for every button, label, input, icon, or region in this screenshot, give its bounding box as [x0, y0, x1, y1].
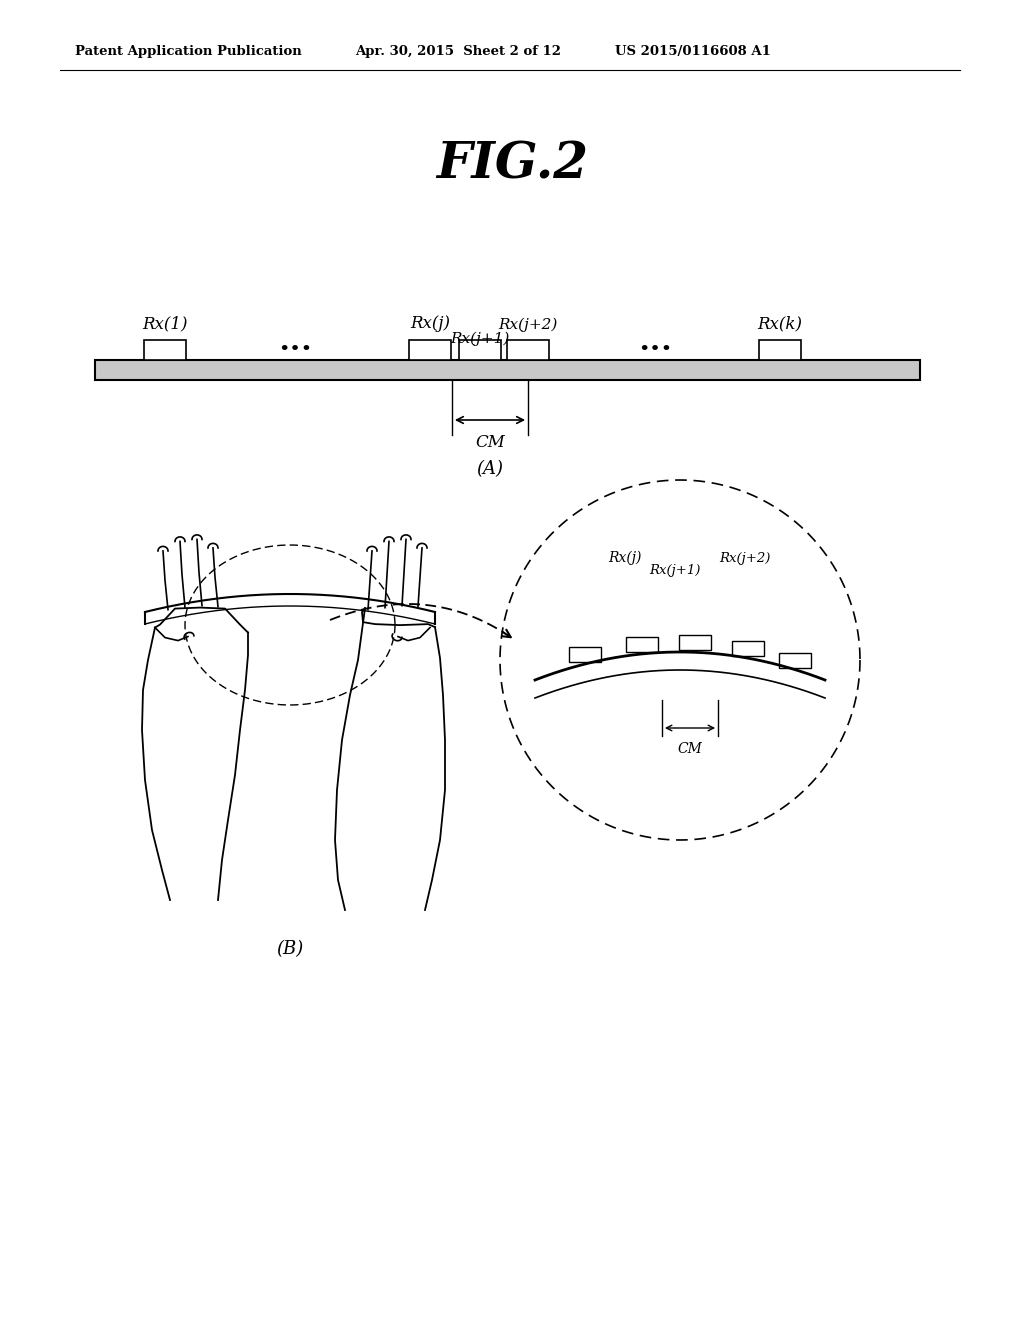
Text: Rx(j+1): Rx(j+1): [451, 331, 510, 346]
Bar: [507, 341, 549, 360]
Bar: [409, 341, 451, 360]
Bar: [626, 638, 658, 652]
Bar: [144, 341, 186, 360]
Bar: [569, 647, 601, 663]
Text: Rx(j+2): Rx(j+2): [499, 318, 558, 333]
Text: Rx(1): Rx(1): [142, 315, 187, 333]
Text: CM: CM: [678, 742, 702, 756]
Text: Rx(j+2): Rx(j+2): [719, 552, 771, 565]
Text: US 2015/0116608 A1: US 2015/0116608 A1: [615, 45, 771, 58]
Text: FIG.2: FIG.2: [436, 140, 588, 190]
Text: (A): (A): [476, 459, 504, 478]
Bar: [95, 360, 920, 380]
Text: (B): (B): [276, 940, 304, 958]
Bar: [459, 341, 501, 360]
Bar: [732, 642, 764, 656]
Bar: [779, 652, 811, 668]
Text: Rx(j): Rx(j): [608, 550, 642, 565]
Text: •••: •••: [638, 341, 672, 359]
Bar: [679, 635, 711, 651]
Text: Patent Application Publication: Patent Application Publication: [75, 45, 302, 58]
Text: CM: CM: [475, 434, 505, 451]
Text: •••: •••: [278, 341, 312, 359]
Bar: [759, 341, 801, 360]
Text: Rx(j+1): Rx(j+1): [649, 564, 700, 577]
Text: Rx(k): Rx(k): [758, 315, 803, 333]
Text: Apr. 30, 2015  Sheet 2 of 12: Apr. 30, 2015 Sheet 2 of 12: [355, 45, 561, 58]
Text: Rx(j): Rx(j): [410, 315, 450, 333]
